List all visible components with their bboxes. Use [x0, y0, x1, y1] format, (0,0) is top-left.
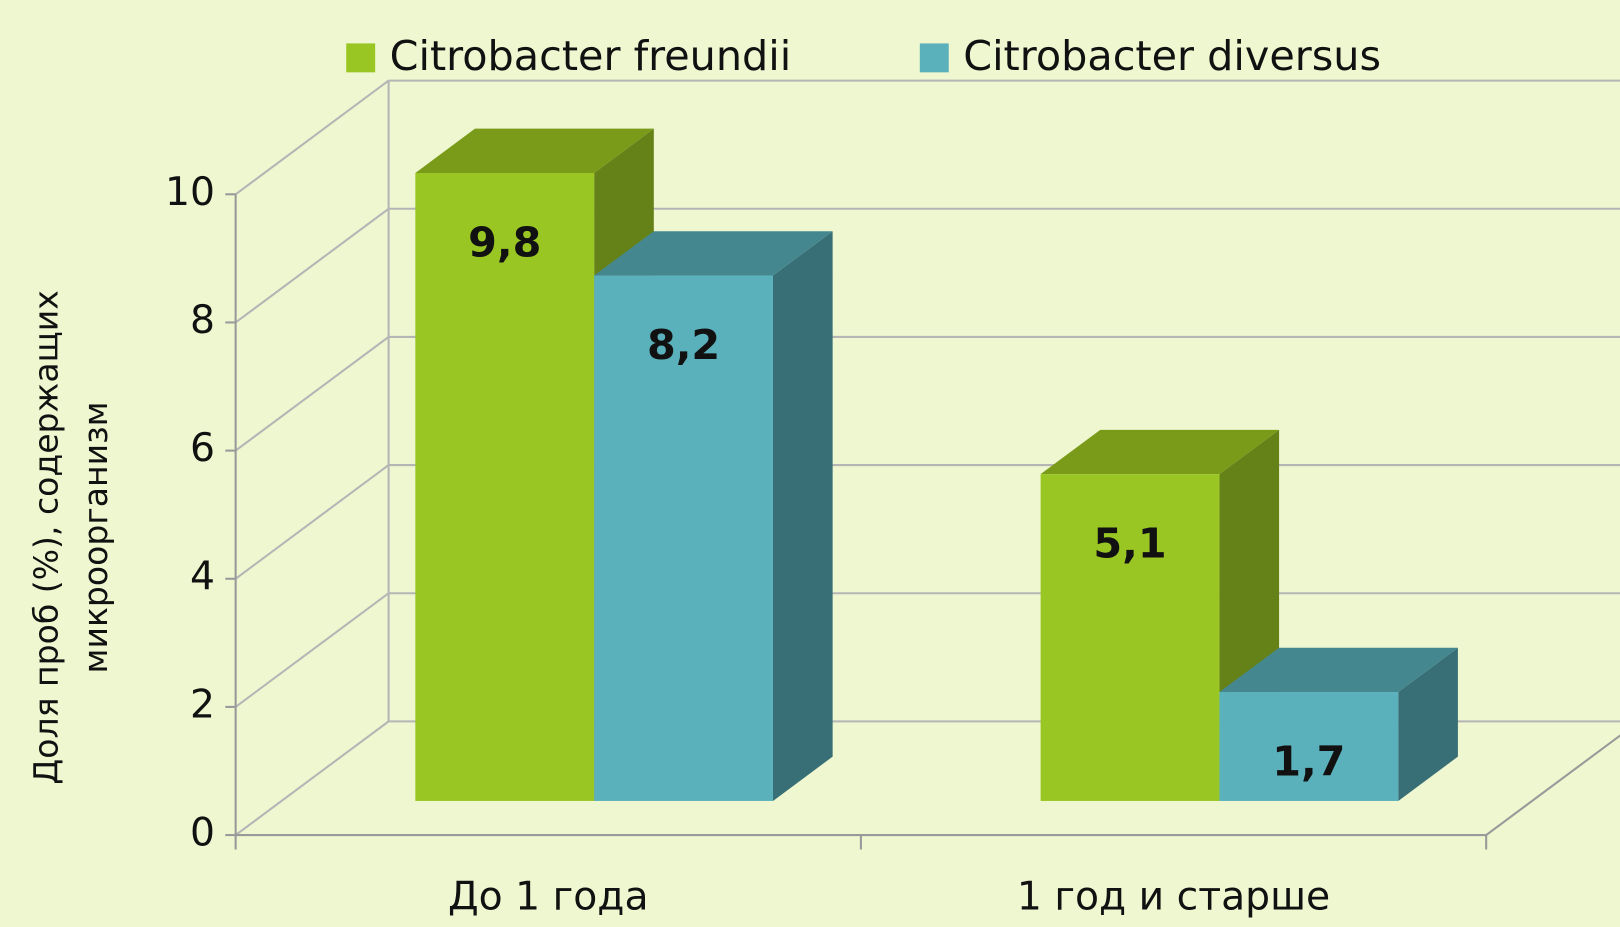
y-axis-label: Доля проб (%), содержащих микроорганизм — [26, 290, 115, 784]
bar-top — [1040, 429, 1280, 475]
x-tick-label: 1 год и старше — [1017, 875, 1330, 920]
bar-front — [1040, 474, 1220, 801]
plot: 0 2 4 6 8 10 До 1 года 9,8 8,2 1 год и старше 5,1 1… — [26, 32, 1620, 920]
bar-side — [772, 231, 833, 801]
bar-front — [1219, 692, 1399, 801]
value-label: 1,7 — [1272, 737, 1345, 785]
y-tick-label: 10 — [165, 170, 215, 215]
x-tick-label: До 1 года — [448, 875, 649, 920]
y-axis-label-line: микроорганизм — [76, 401, 115, 673]
y-tick-label: 2 — [190, 682, 215, 727]
legend-swatch — [346, 43, 376, 73]
y-tick-label: 4 — [190, 554, 215, 599]
bar — [594, 231, 833, 801]
grid-line — [235, 720, 390, 836]
bar-top — [594, 231, 833, 276]
grid-line — [235, 336, 390, 452]
y-tick-label: 8 — [190, 298, 215, 343]
value-label: 8,2 — [647, 321, 720, 369]
y-tick-label: 0 — [190, 811, 215, 856]
bar-top — [1219, 647, 1458, 693]
bar-side — [1398, 647, 1458, 801]
y-tick-label: 6 — [190, 426, 215, 471]
bar — [1219, 647, 1458, 801]
bar-top — [415, 128, 654, 174]
value-label: 9,8 — [468, 218, 541, 266]
legend-label: Citrobacter diversus — [963, 32, 1381, 80]
value-label: 5,1 — [1093, 520, 1166, 568]
legend-label: Citrobacter freundii — [390, 32, 792, 80]
grid-line — [235, 464, 390, 580]
bar-front — [594, 275, 773, 801]
y-axis-label-line: Доля проб (%), содержащих — [26, 290, 65, 784]
legend-swatch — [919, 43, 949, 73]
grid-line — [235, 207, 390, 324]
bar-front — [415, 173, 595, 801]
grid-line — [235, 79, 390, 196]
grid-line — [235, 592, 390, 708]
